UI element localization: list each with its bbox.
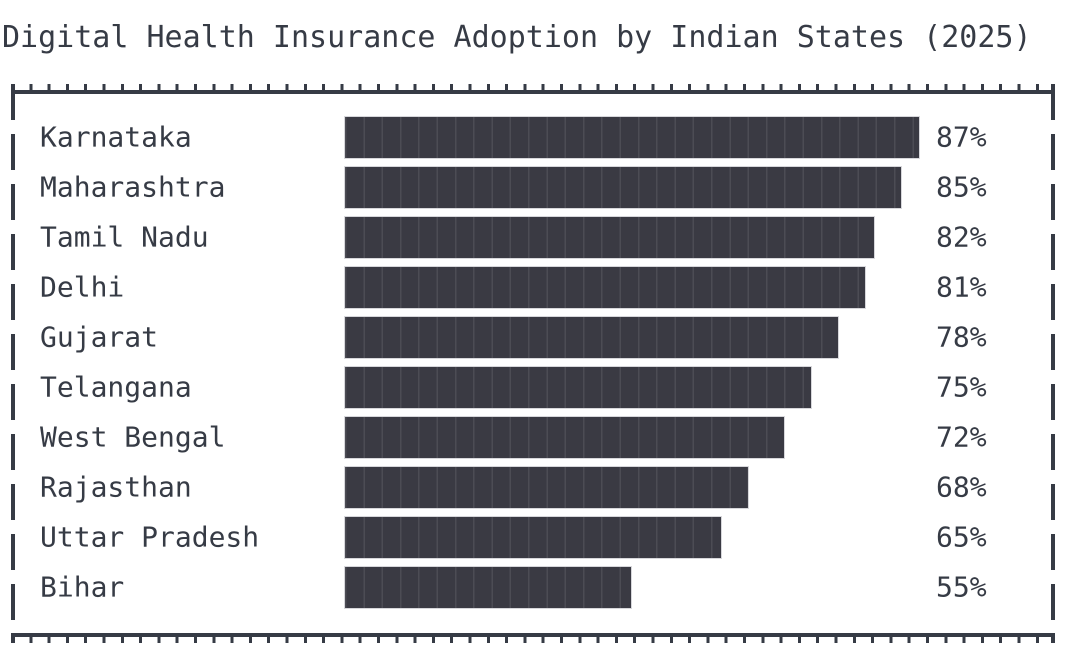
bar-row: Karnataka 87% bbox=[11, 112, 1055, 162]
bar-area bbox=[344, 116, 925, 159]
bar-area bbox=[344, 416, 925, 459]
bar-row: Rajasthan 68% bbox=[11, 462, 1055, 512]
value-bar bbox=[344, 366, 812, 409]
state-label: Uttar Pradesh bbox=[40, 520, 260, 554]
value-bar bbox=[344, 466, 749, 509]
bar-row: Tamil Nadu 82% bbox=[11, 212, 1055, 262]
frame-border-left bbox=[11, 84, 15, 643]
bar-row: West Bengal 72% bbox=[11, 412, 1055, 462]
value-bar bbox=[344, 216, 875, 259]
value-bar bbox=[344, 266, 866, 309]
state-label: Tamil Nadu bbox=[40, 220, 209, 254]
bar-row: Bihar 55% bbox=[11, 562, 1055, 612]
value-label: 87% bbox=[936, 120, 987, 154]
bar-row: Gujarat 78% bbox=[11, 312, 1055, 362]
bar-row: Maharashtra 85% bbox=[11, 162, 1055, 212]
bar-rows: Karnataka 87% Maharashtra 85% Tamil Nadu… bbox=[11, 112, 1055, 612]
value-label: 65% bbox=[936, 520, 987, 554]
bar-area bbox=[344, 366, 925, 409]
chart-frame: Karnataka 87% Maharashtra 85% Tamil Nadu… bbox=[11, 84, 1055, 643]
state-label: Maharashtra bbox=[40, 170, 226, 204]
value-label: 81% bbox=[936, 270, 987, 304]
state-label: West Bengal bbox=[40, 420, 226, 454]
chart-title: Digital Health Insurance Adoption by Ind… bbox=[2, 20, 1032, 55]
bar-row: Telangana 75% bbox=[11, 362, 1055, 412]
bar-area bbox=[344, 466, 925, 509]
frame-border-top bbox=[11, 84, 1055, 94]
bar-area bbox=[344, 566, 925, 609]
state-label: Gujarat bbox=[40, 320, 159, 354]
bar-row: Uttar Pradesh 65% bbox=[11, 512, 1055, 562]
value-bar bbox=[344, 116, 920, 159]
value-label: 82% bbox=[936, 220, 987, 254]
bar-area bbox=[344, 166, 925, 209]
bar-row: Delhi 81% bbox=[11, 262, 1055, 312]
state-label: Bihar bbox=[40, 570, 125, 604]
value-label: 78% bbox=[936, 320, 987, 354]
bar-area bbox=[344, 266, 925, 309]
value-bar bbox=[344, 516, 722, 559]
value-label: 75% bbox=[936, 370, 987, 404]
value-bar bbox=[344, 416, 785, 459]
state-label: Delhi bbox=[40, 270, 125, 304]
frame-border-bottom bbox=[11, 633, 1055, 643]
state-label: Karnataka bbox=[40, 120, 192, 154]
value-bar bbox=[344, 566, 632, 609]
value-label: 68% bbox=[936, 470, 987, 504]
value-bar bbox=[344, 316, 839, 359]
state-label: Telangana bbox=[40, 370, 192, 404]
bar-area bbox=[344, 516, 925, 559]
value-label: 85% bbox=[936, 170, 987, 204]
bar-area bbox=[344, 216, 925, 259]
state-label: Rajasthan bbox=[40, 470, 192, 504]
value-label: 72% bbox=[936, 420, 987, 454]
value-label: 55% bbox=[936, 570, 987, 604]
bar-area bbox=[344, 316, 925, 359]
value-bar bbox=[344, 166, 902, 209]
frame-border-right bbox=[1051, 84, 1055, 643]
